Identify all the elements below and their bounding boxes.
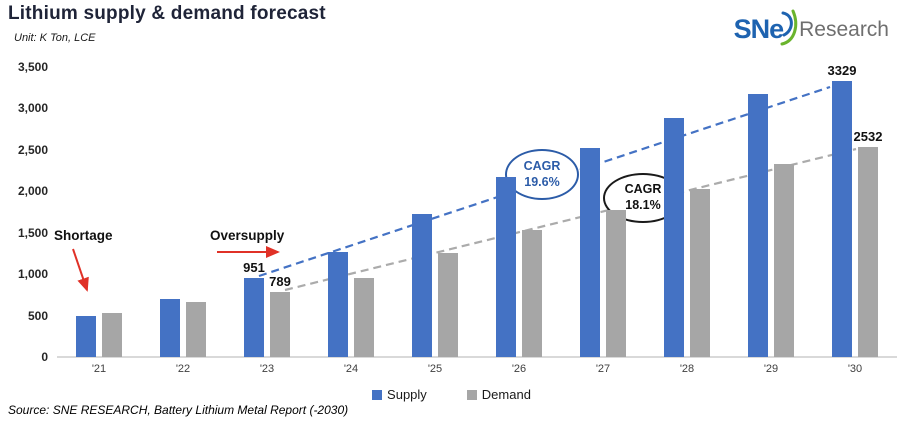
bar-demand-21 — [102, 313, 122, 357]
legend-swatch — [372, 389, 383, 400]
bar-supply-21 — [76, 316, 96, 357]
y-axis-label: 0 — [41, 350, 48, 364]
bar-demand-22 — [186, 301, 206, 357]
bar-supply-30 — [832, 81, 852, 357]
logo-brand-text: SNe — [733, 14, 785, 44]
x-axis-label: '25 — [427, 363, 443, 375]
bar-demand-28 — [690, 189, 710, 357]
bar-demand-26 — [522, 229, 542, 357]
bar-supply-28 — [664, 117, 684, 357]
cagr-supply-callout: CAGR 19.6% — [505, 149, 579, 200]
y-axis-label: 3,000 — [17, 101, 48, 116]
bar-supply-24 — [328, 252, 348, 357]
x-axis-label: '27 — [595, 363, 611, 375]
legend: Supply Demand — [0, 387, 903, 402]
bar-supply-27 — [580, 148, 600, 357]
chart-title: Lithium supply & demand forecast — [8, 3, 326, 24]
cagr-demand-line1: CAGR — [624, 182, 662, 197]
y-axis-label: 2,000 — [17, 184, 48, 199]
legend-item-supply: Supply — [372, 387, 427, 402]
bar-demand-23 — [270, 291, 290, 357]
bar-demand-24 — [354, 278, 374, 357]
source-note: Source: SNE RESEARCH, Battery Lithium Me… — [8, 403, 349, 417]
bar-value-label: 789 — [269, 273, 291, 289]
x-axis-label: '29 — [763, 363, 779, 375]
unit-label: Unit: K Ton, LCE — [14, 32, 96, 44]
cagr-supply-value: 19.6% — [524, 174, 560, 189]
annotation-shortage: Shortage — [54, 228, 113, 243]
x-axis-label: '28 — [679, 363, 695, 375]
bar-value-label: 3329 — [827, 63, 857, 79]
bar-demand-25 — [438, 252, 458, 357]
bar-demand-27 — [606, 210, 626, 357]
logo-swoosh-icon — [780, 8, 800, 51]
legend-item-demand: Demand — [466, 387, 531, 402]
x-axis-label: '22 — [175, 363, 191, 375]
logo-research-text: Research — [799, 17, 889, 41]
bar-supply-26 — [496, 177, 516, 357]
legend-label: Supply — [387, 387, 427, 402]
bar-demand-29 — [774, 164, 794, 357]
bar-supply-22 — [160, 299, 180, 357]
y-axis-label: 3,500 — [17, 60, 48, 74]
x-axis-label: '26 — [511, 363, 527, 375]
legend-label: Demand — [481, 387, 531, 402]
x-axis-label: '23 — [259, 363, 275, 375]
x-axis-line — [57, 356, 897, 358]
bar-supply-29 — [748, 94, 768, 357]
legend-swatch — [466, 389, 477, 400]
x-axis-label: '30 — [847, 363, 863, 375]
bar-value-label: 2532 — [853, 129, 883, 145]
y-axis-label: 2,500 — [17, 142, 48, 157]
y-axis-label: 1,500 — [17, 225, 48, 240]
bar-supply-23 — [244, 278, 264, 357]
y-axis-label: 500 — [27, 308, 48, 323]
cagr-demand-value: 18.1% — [625, 198, 661, 212]
bar-demand-30 — [858, 147, 878, 357]
bar-supply-25 — [412, 214, 432, 357]
cagr-supply-line1: CAGR — [523, 158, 561, 173]
y-axis-label: 1,000 — [17, 267, 48, 282]
x-axis-label: '24 — [343, 363, 359, 375]
annotation-oversupply: Oversupply — [210, 228, 285, 243]
x-axis-label: '21 — [91, 363, 107, 375]
sne-research-logo: SNe Research — [734, 8, 889, 51]
